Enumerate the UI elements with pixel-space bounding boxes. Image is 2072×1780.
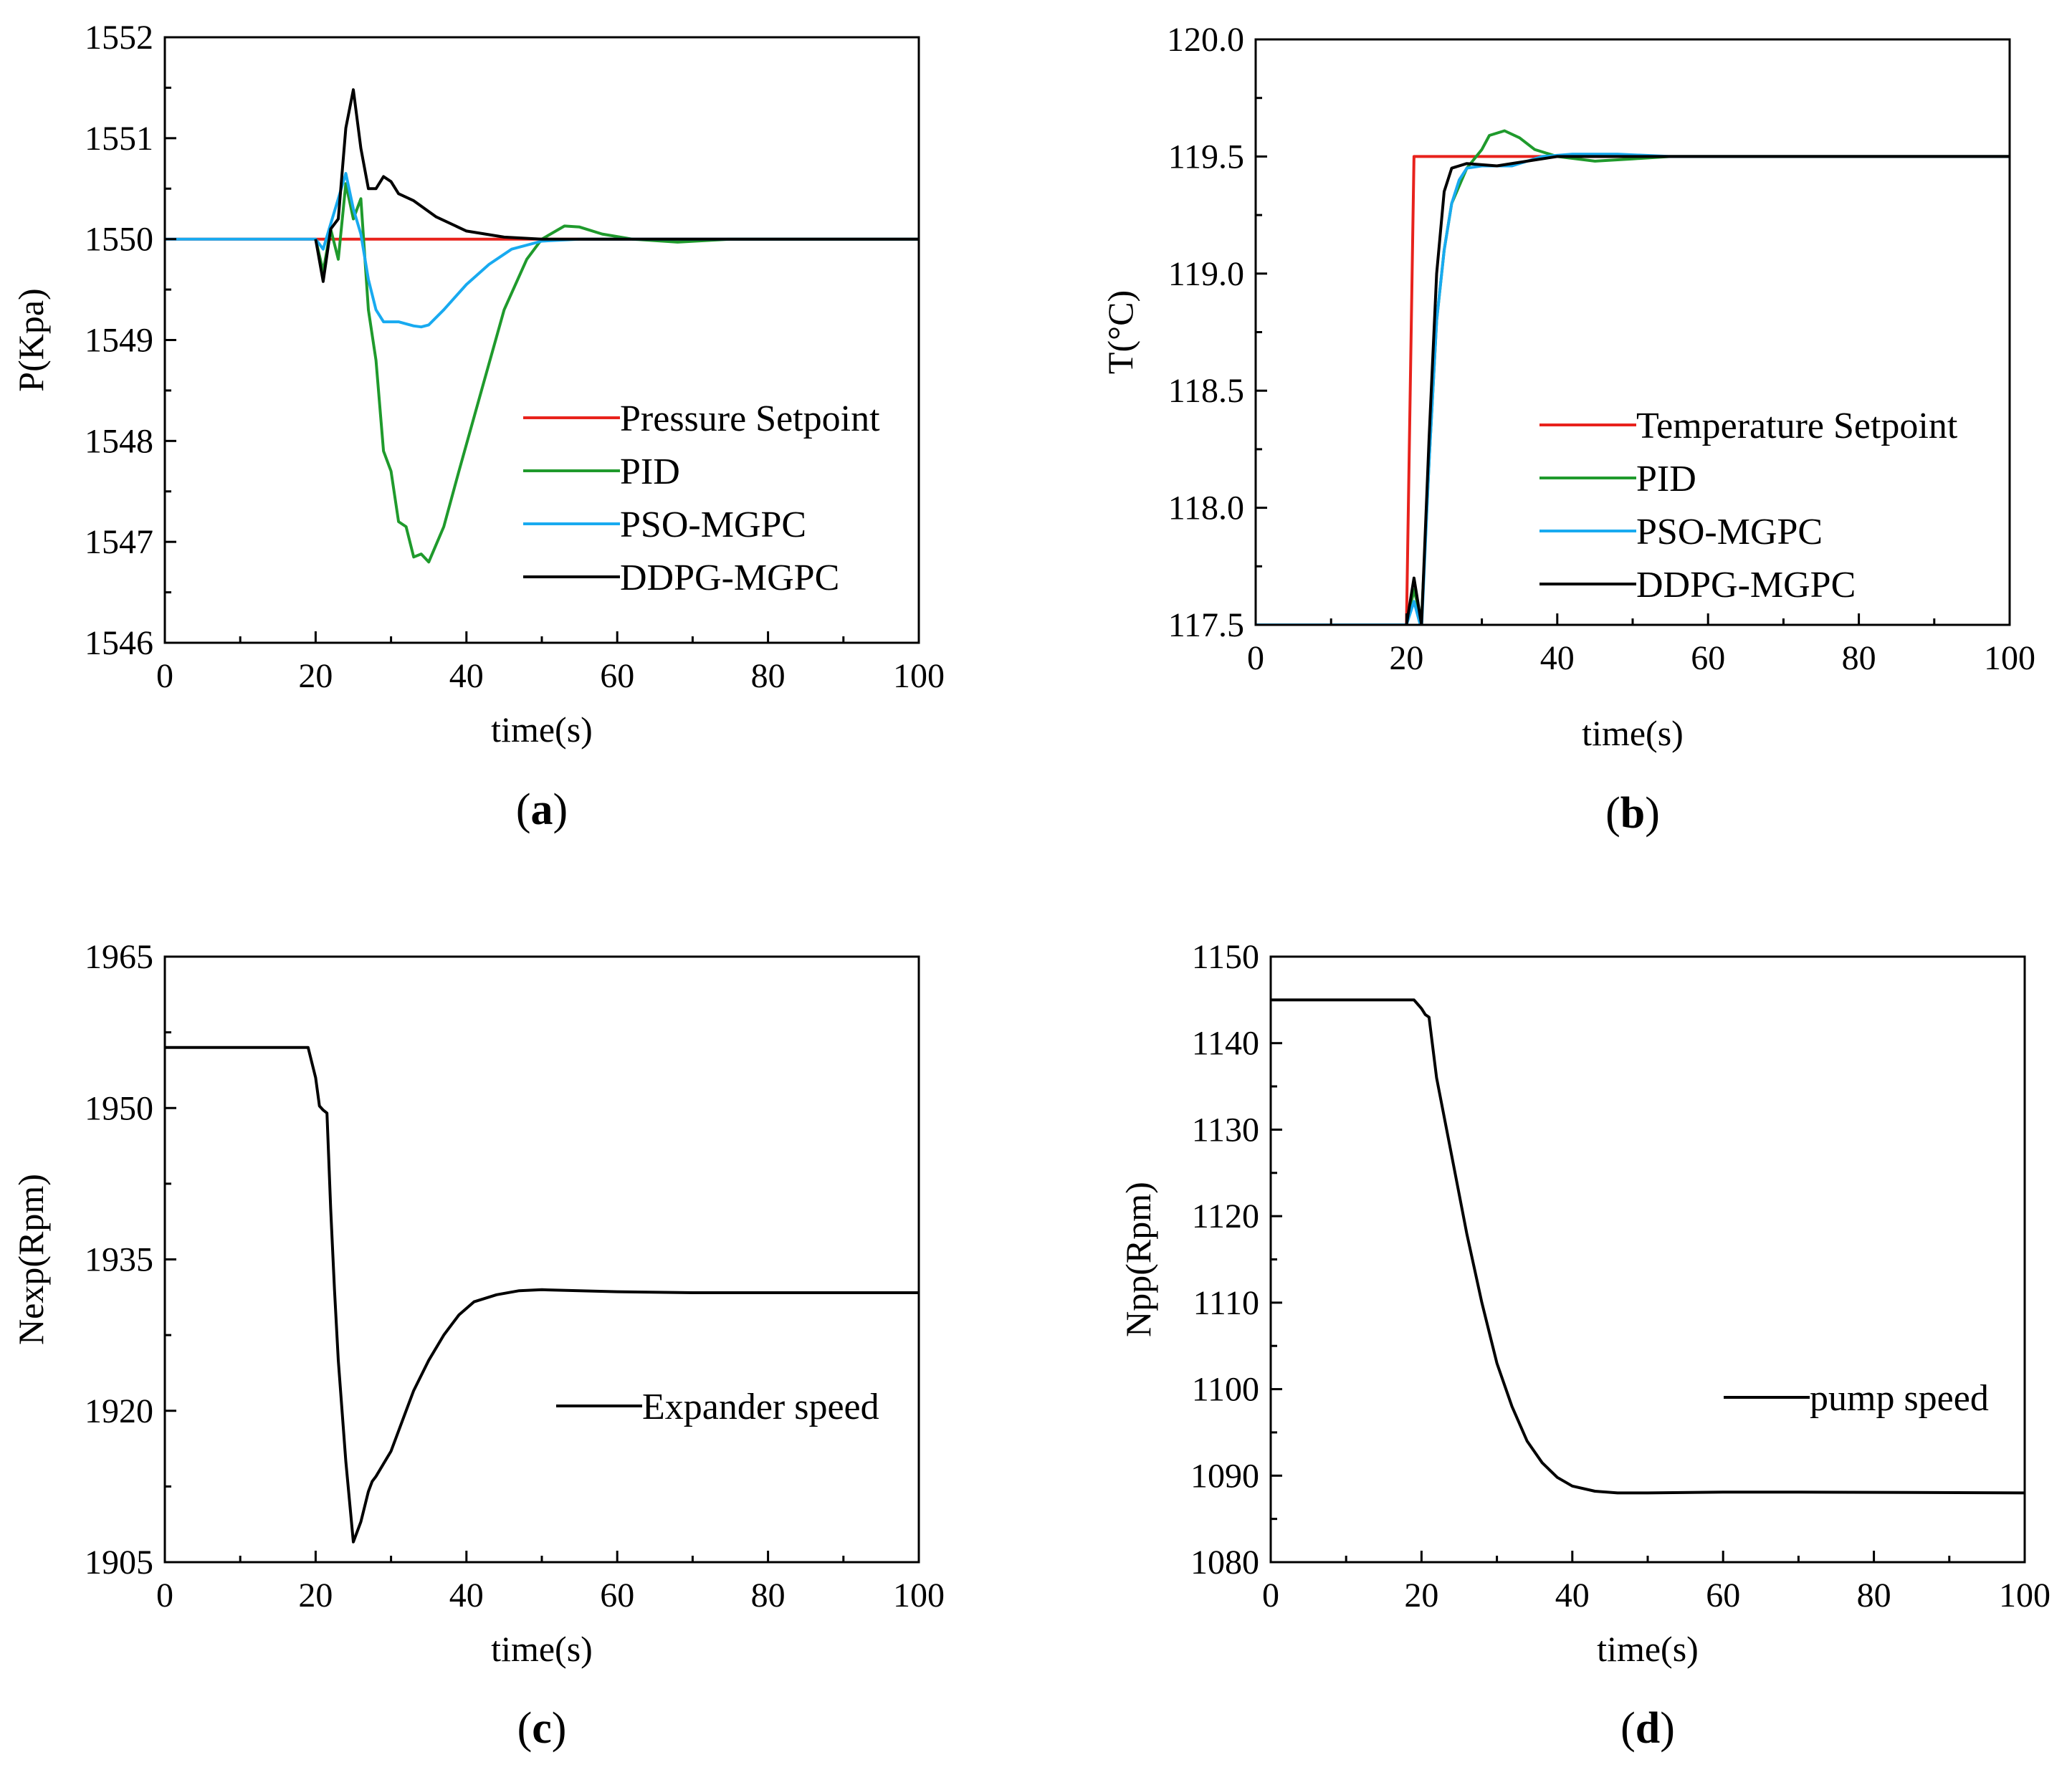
series-line-pump-speed (1271, 998, 2025, 1495)
x-tick-label: 80 (1842, 639, 1876, 677)
y-tick-label: 1120 (1192, 1197, 1259, 1235)
series-line-pso-mgpc (1256, 153, 2010, 625)
series-line-ddpg-mgpc (314, 88, 919, 283)
y-axis-title: T(°C) (1100, 290, 1140, 374)
legend-label: PID (620, 451, 680, 492)
y-tick-label: 1905 (85, 1544, 153, 1582)
x-tick-label: 80 (1857, 1576, 1891, 1614)
panel-label: (d) (1620, 1704, 1675, 1753)
panel-label: (b) (1605, 789, 1660, 838)
y-tick-label: 119.0 (1168, 255, 1244, 293)
plot-frame (1254, 38, 2011, 626)
x-tick-label: 80 (751, 657, 786, 695)
series-line-pid (314, 182, 919, 564)
series-group (1271, 998, 2025, 1495)
series-group (165, 88, 919, 564)
chart-panel-b: 0 20 40 60 80 100 117.5 118.0 118.5 119.0 119.5 120… (1100, 21, 2035, 838)
x-axis-title: time(s) (491, 709, 593, 750)
y-tick-label: 1080 (1190, 1544, 1259, 1582)
y-tick-label: 1935 (85, 1241, 153, 1279)
x-tick-label: 100 (893, 657, 945, 695)
legend-label: PSO-MGPC (1636, 512, 1823, 552)
y-tick-label: 1552 (85, 19, 153, 57)
legend-label: DDPG-MGPC (620, 558, 839, 598)
series-line-pso-mgpc (165, 172, 919, 329)
y-axis-title: P(Kpa) (11, 288, 51, 391)
y-tick-label: 1551 (85, 120, 153, 158)
y-axis-title: Npp(Rpm) (1118, 1182, 1158, 1337)
x-tick-label: 0 (1262, 1576, 1279, 1614)
y-tick-label: 1140 (1192, 1025, 1259, 1063)
y-tick-label: 1090 (1190, 1457, 1259, 1495)
x-tick-label: 0 (1247, 639, 1264, 677)
x-tick-label: 80 (751, 1576, 786, 1614)
legend-label: Temperature Setpoint (1636, 406, 1958, 446)
series-line-expander-speed (165, 1045, 919, 1544)
panel-label: (a) (516, 785, 568, 834)
y-tick-label: 1550 (85, 221, 153, 259)
x-tick-label: 20 (298, 657, 333, 695)
series-line-ddpg-mgpc (1405, 155, 2010, 625)
x-tick-label: 40 (449, 1576, 484, 1614)
chart-panel-c: 0 20 40 60 80 100 1905 1920 1935 1950 1965 time(s) N… (11, 938, 945, 1753)
chart-panel-d: 0 20 40 60 80 100 1080 1090 1100 1110 1120 1130 1140… (1118, 938, 2050, 1753)
x-axis-title: time(s) (1597, 1629, 1699, 1669)
legend-label: pump speed (1810, 1378, 1989, 1419)
series-group (165, 1045, 919, 1544)
x-tick-label: 60 (600, 1576, 634, 1614)
x-tick-label: 100 (893, 1576, 945, 1614)
y-tick-label: 1130 (1192, 1111, 1259, 1149)
y-tick-label: 1150 (1192, 938, 1259, 976)
x-tick-label: 60 (1691, 639, 1725, 677)
x-axis-title: time(s) (491, 1629, 593, 1669)
y-tick-label: 1547 (85, 523, 153, 561)
series-line-temperature-setpoint (1256, 155, 2010, 625)
legend-label: PSO-MGPC (620, 504, 806, 545)
chart-panel-a: 0 20 40 60 80 100 1546 1547 1548 1549 1550 1551 1552… (11, 19, 945, 834)
y-tick-label: 1100 (1192, 1371, 1259, 1409)
y-tick-label: 1950 (85, 1089, 153, 1127)
panel-label: (c) (517, 1704, 567, 1753)
x-tick-label: 20 (1389, 639, 1423, 677)
y-tick-label: 117.5 (1168, 606, 1244, 644)
x-tick-label: 40 (1540, 639, 1575, 677)
y-tick-label: 118.5 (1168, 372, 1244, 410)
x-axis-title: time(s) (1582, 713, 1684, 753)
x-tick-label: 20 (298, 1576, 333, 1614)
x-tick-label: 40 (1555, 1576, 1590, 1614)
y-tick-label: 119.5 (1168, 138, 1244, 176)
y-tick-label: 1548 (85, 422, 153, 460)
plot-frame (163, 36, 920, 644)
legend-label: Expander speed (642, 1387, 879, 1427)
x-tick-label: 60 (1706, 1576, 1740, 1614)
series-group (1256, 129, 2010, 625)
legend-label: DDPG-MGPC (1636, 565, 1856, 606)
x-tick-label: 100 (1984, 639, 2035, 677)
x-tick-label: 0 (156, 657, 173, 695)
legend-label: PID (1636, 459, 1696, 499)
y-tick-label: 1965 (85, 938, 153, 976)
y-tick-label: 1110 (1193, 1284, 1259, 1322)
x-tick-label: 100 (1999, 1576, 2050, 1614)
y-tick-label: 1549 (85, 322, 153, 360)
y-tick-label: 1546 (85, 624, 153, 662)
plot-frame (1269, 955, 2026, 1564)
y-tick-label: 118.0 (1168, 489, 1244, 527)
x-tick-label: 40 (449, 657, 484, 695)
x-tick-label: 60 (600, 657, 634, 695)
y-tick-label: 120.0 (1167, 21, 1244, 59)
y-tick-label: 1920 (85, 1392, 153, 1430)
x-tick-label: 0 (156, 1576, 173, 1614)
legend-label: Pressure Setpoint (620, 398, 880, 439)
y-axis-title: Nexp(Rpm) (11, 1174, 51, 1345)
x-tick-label: 20 (1404, 1576, 1438, 1614)
